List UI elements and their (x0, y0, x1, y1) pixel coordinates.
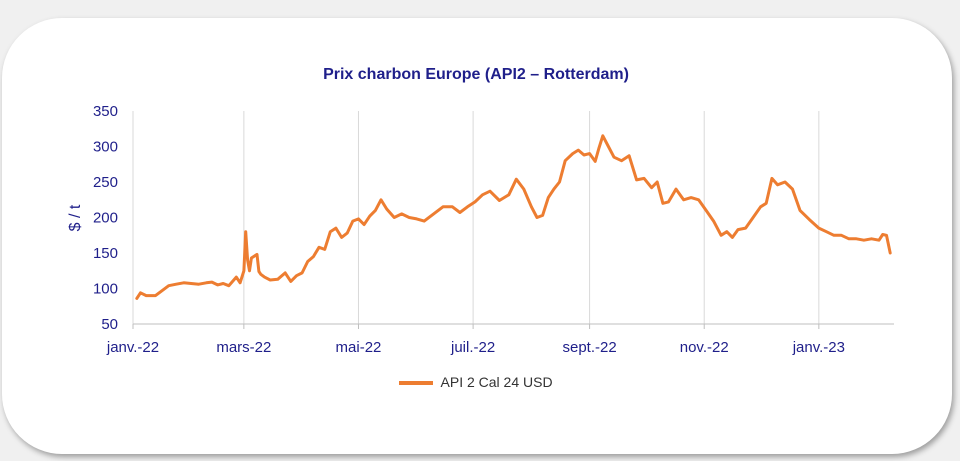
y-tick-label: 150 (93, 245, 118, 262)
x-tick-label: sept.-22 (562, 339, 616, 356)
y-axis-ticks: 50 100 150 200 250 300 350 (93, 103, 118, 333)
legend-swatch (399, 381, 434, 386)
chart-title: Prix charbon Europe (API2 – Rotterdam) (323, 66, 629, 83)
y-tick-label: 350 (93, 103, 118, 120)
y-tick-label: 250 (93, 174, 118, 191)
vertical-gridlines (132, 111, 820, 324)
y-tick-label: 50 (101, 316, 118, 333)
y-tick-label: 300 (93, 139, 118, 156)
x-tick-label: nov.-22 (680, 339, 729, 356)
x-tick-label: mai-22 (336, 339, 382, 356)
x-axis-ticks: janv.-22 mars-22 mai-22 juil.-22 sept.-22 nov… (106, 324, 845, 356)
series-layer (135, 134, 892, 300)
chart-card (2, 18, 952, 454)
y-tick-label: 200 (93, 210, 118, 227)
legend: API 2 Cal 24 USD (0, 374, 952, 390)
x-tick-label: janv.-22 (106, 339, 159, 356)
y-tick-label: 100 (93, 281, 118, 298)
y-axis-label: $ / t (67, 204, 84, 231)
series-line (135, 134, 892, 300)
x-tick-label: juil.-22 (450, 339, 495, 356)
legend-label: API 2 Cal 24 USD (440, 374, 553, 390)
x-tick-label: mars-22 (216, 339, 271, 356)
x-tick-label: janv.-23 (792, 339, 845, 356)
